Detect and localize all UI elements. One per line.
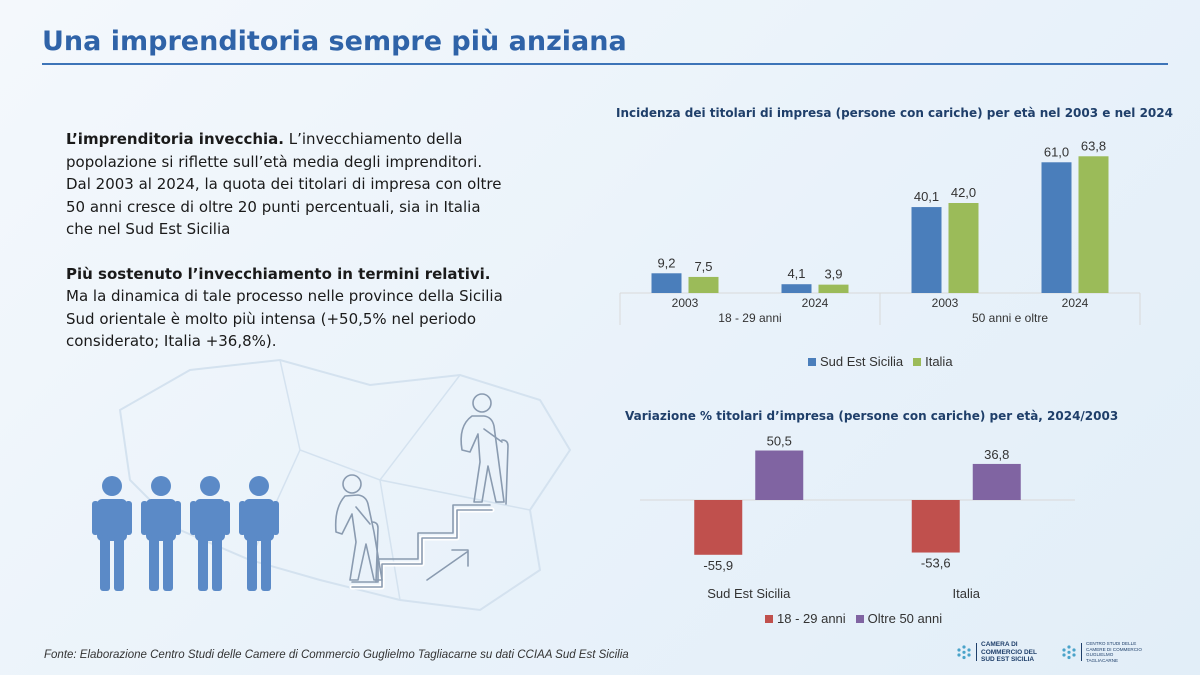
source-note: Fonte: Elaborazione Centro Studi delle C…: [44, 649, 629, 661]
logo-camera-commercio: CAMERA DI COMMERCIO DEL SUD EST SICILIA: [956, 641, 1051, 664]
legend-swatch-18-29: [765, 614, 773, 623]
chart-incidenza-legend: Sud Est Sicilia Italia: [808, 354, 953, 369]
bar-sud-est-sicilia-1: [781, 284, 812, 293]
bar-italia-3: [1078, 156, 1109, 293]
bar-oltre-50-anni-1: [972, 463, 1021, 500]
category-label-1: Italia: [953, 586, 981, 601]
paragraph-relative: Più sostenuto l’invecchiamento in termin…: [66, 263, 506, 353]
paragraph-aging: L’imprenditoria invecchia. L’invecchiame…: [66, 128, 506, 241]
category-label-0: Sud Est Sicilia: [707, 586, 791, 601]
legend-swatch-oltre-50: [855, 614, 864, 623]
data-label-italia-1: 3,9: [824, 267, 842, 282]
legend-label-18-29: 18 - 29 anni: [777, 611, 846, 626]
logo-tagliacarne: CENTRO STUDI DELLE CAMERE DI COMMERCIO G…: [1061, 641, 1142, 663]
bar-18-29-anni-0: [694, 500, 743, 555]
title-divider: [42, 63, 1168, 65]
logos: CAMERA DI COMMERCIO DEL SUD EST SICILIA …: [956, 641, 1142, 664]
page-title: Una imprenditoria sempre più anziana: [42, 26, 627, 57]
bar-18-29-anni-1: [911, 500, 960, 553]
paragraph-relative-body: Ma la dinamica di tale processo nelle pr…: [66, 287, 503, 350]
bar-sud-est-sicilia-3: [1041, 162, 1072, 293]
bar-sud-est-sicilia-0: [651, 273, 682, 293]
data-label-18-29-anni-1: -53,6: [921, 556, 951, 571]
data-label-18-29-anni-0: -55,9: [703, 558, 733, 573]
logo-tagliacarne-text: CENTRO STUDI DELLE CAMERE DI COMMERCIO G…: [1086, 641, 1142, 663]
text-block: L’imprenditoria invecchia. L’invecchiame…: [66, 128, 506, 375]
paragraph-relative-lead: Più sostenuto l’invecchiamento in termin…: [66, 264, 491, 283]
tick-label-2: 2003: [932, 296, 959, 310]
paragraph-aging-body: L’invecchiamento della popolazione si ri…: [66, 130, 502, 238]
legend-item-sud-est-sicilia: Sud Est Sicilia: [808, 354, 903, 369]
legend-swatch-sud-est-sicilia: [808, 357, 816, 366]
tick-label-1: 2024: [802, 296, 829, 310]
chart-incidenza: 9,2 7,5 2003 4,1 3,9 2024 40,1 42,0 2003 61,0 63,8…: [619, 138, 1141, 325]
legend-label-sud-est-sicilia: Sud Est Sicilia: [820, 354, 904, 369]
data-label-oltre-50-anni-1: 36,8: [984, 447, 1009, 462]
data-label-sud-est-sicilia-1: 4,1: [787, 266, 805, 281]
chart-incidenza-title: Incidenza dei titolari di impresa (perso…: [616, 106, 1173, 120]
logo-divider: [1081, 643, 1082, 662]
logo-divider: [976, 643, 977, 662]
tagliacarne-logo-icon: [1062, 645, 1076, 660]
group-label-0: 18 - 29 anni: [718, 311, 781, 325]
data-label-sud-est-sicilia-2: 40,1: [914, 189, 939, 204]
data-label-italia-3: 63,8: [1081, 138, 1106, 153]
camera-commercio-logo-icon: [957, 645, 971, 660]
legend-item-italia: Italia: [913, 354, 953, 369]
tick-label-0: 2003: [672, 296, 699, 310]
data-label-italia-2: 42,0: [951, 185, 976, 200]
standing-people-icon: [92, 476, 279, 591]
legend-item-18-29: 18 - 29 anni: [765, 611, 846, 626]
data-label-italia-0: 7,5: [694, 259, 712, 274]
chart-variazione: -55,9 50,5 Sud Est Sicilia -53,6 36,8 Italia: [640, 434, 1075, 601]
chart-variazione-title: Variazione % titolari d’impresa (persone…: [625, 409, 1119, 423]
bar-sud-est-sicilia-2: [911, 207, 942, 293]
legend-swatch-italia: [913, 357, 922, 366]
paragraph-aging-lead: L’imprenditoria invecchia.: [66, 130, 284, 148]
data-label-sud-est-sicilia-3: 61,0: [1044, 144, 1069, 159]
group-label-1: 50 anni e oltre: [972, 311, 1048, 325]
data-label-oltre-50-anni-0: 50,5: [767, 434, 792, 449]
data-label-sud-est-sicilia-0: 9,2: [657, 255, 675, 270]
bar-oltre-50-anni-0: [755, 450, 804, 500]
bar-italia-2: [948, 203, 979, 293]
logo-camera-commercio-text: CAMERA DI COMMERCIO DEL SUD EST SICILIA: [981, 641, 1037, 663]
legend-label-oltre-50: Oltre 50 anni: [867, 611, 943, 626]
elderly-climbing-stairs-icon: [334, 393, 509, 590]
tick-label-3: 2024: [1062, 296, 1089, 310]
chart-variazione-legend: 18 - 29 anni Oltre 50 anni: [765, 611, 942, 626]
bar-italia-0: [688, 276, 719, 293]
bar-italia-1: [818, 284, 849, 293]
legend-label-italia: Italia: [925, 354, 953, 369]
legend-item-oltre-50: Oltre 50 anni: [855, 611, 943, 626]
